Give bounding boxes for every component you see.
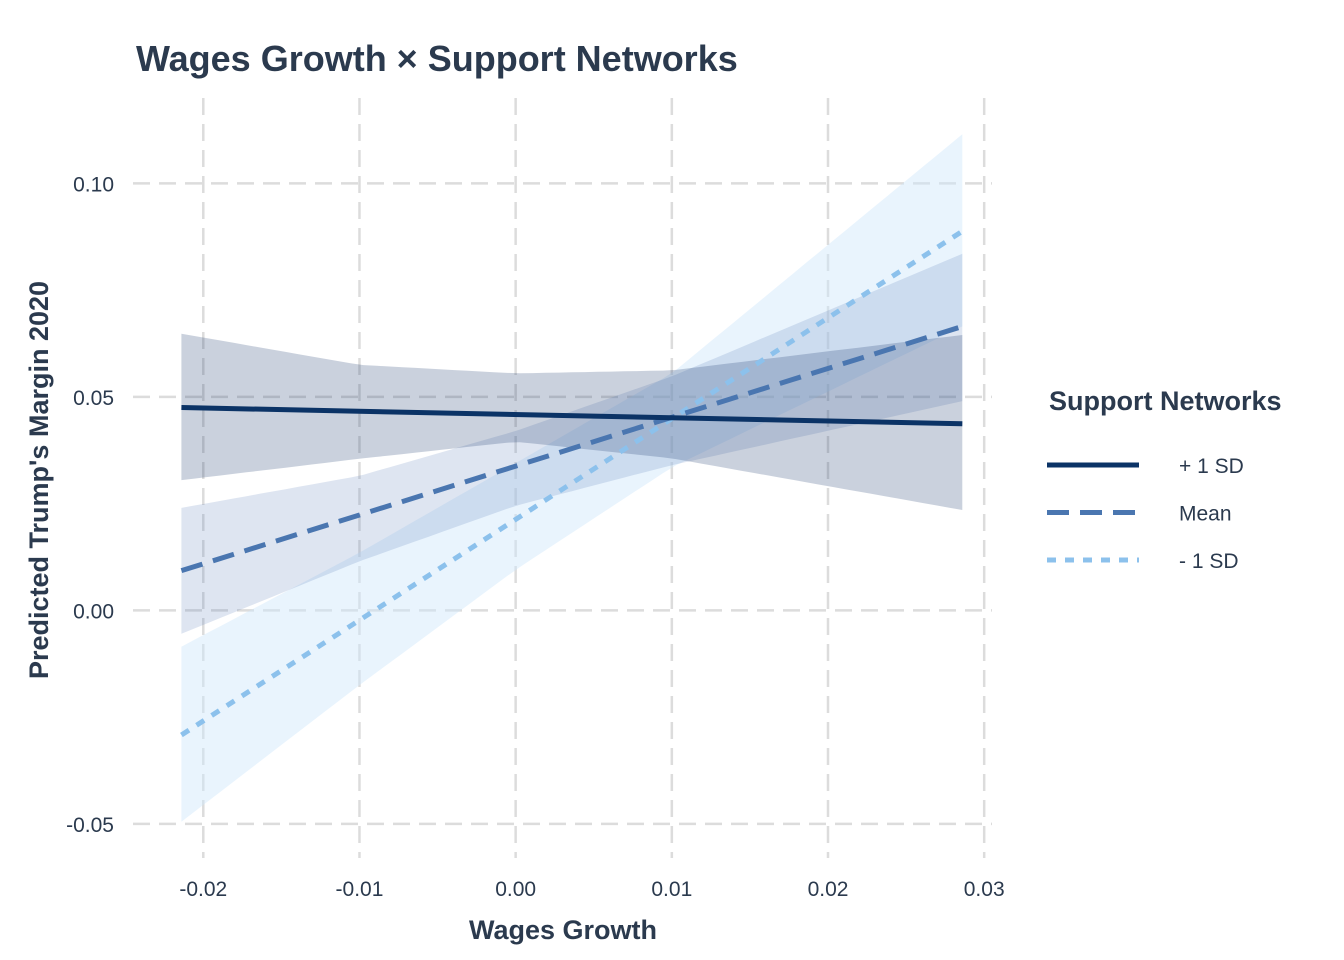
x-axis-title: Wages Growth: [469, 915, 657, 945]
y-tick-label: 0.10: [73, 173, 114, 196]
x-tick-label: -0.01: [336, 878, 384, 901]
confidence-bands: [181, 134, 963, 822]
series-line: [181, 405, 963, 427]
legend: Support Networks + 1 SD Mean - 1 SD: [1047, 386, 1282, 573]
y-axis-title: Predicted Trump's Margin 2020: [24, 281, 54, 679]
x-tick-labels: -0.02 -0.01 0.00 0.01 0.02 0.03: [179, 878, 1004, 901]
legend-label: + 1 SD: [1179, 455, 1244, 478]
chart-title: Wages Growth × Support Networks: [136, 38, 738, 79]
confidence-band: [181, 134, 963, 822]
x-tick-label: 0.02: [808, 878, 849, 901]
y-tick-label: 0.05: [73, 387, 114, 410]
confidence-band: [181, 253, 963, 634]
y-tick-label: -0.05: [66, 814, 114, 837]
legend-label: - 1 SD: [1179, 550, 1239, 573]
grid-lines: [133, 98, 992, 858]
x-tick-label: -0.02: [179, 878, 227, 901]
series-line: [180, 324, 964, 574]
y-tick-label: 0.00: [73, 600, 114, 623]
confidence-band: [181, 333, 963, 510]
x-tick-label: 0.01: [651, 878, 692, 901]
legend-title: Support Networks: [1049, 386, 1282, 416]
legend-label: Mean: [1179, 503, 1232, 526]
x-tick-label: 0.03: [964, 878, 1005, 901]
series-lines: [180, 229, 964, 738]
x-tick-label: 0.00: [495, 878, 536, 901]
series-line: [180, 229, 964, 738]
y-tick-labels: -0.05 0.00 0.05 0.10: [66, 173, 114, 836]
